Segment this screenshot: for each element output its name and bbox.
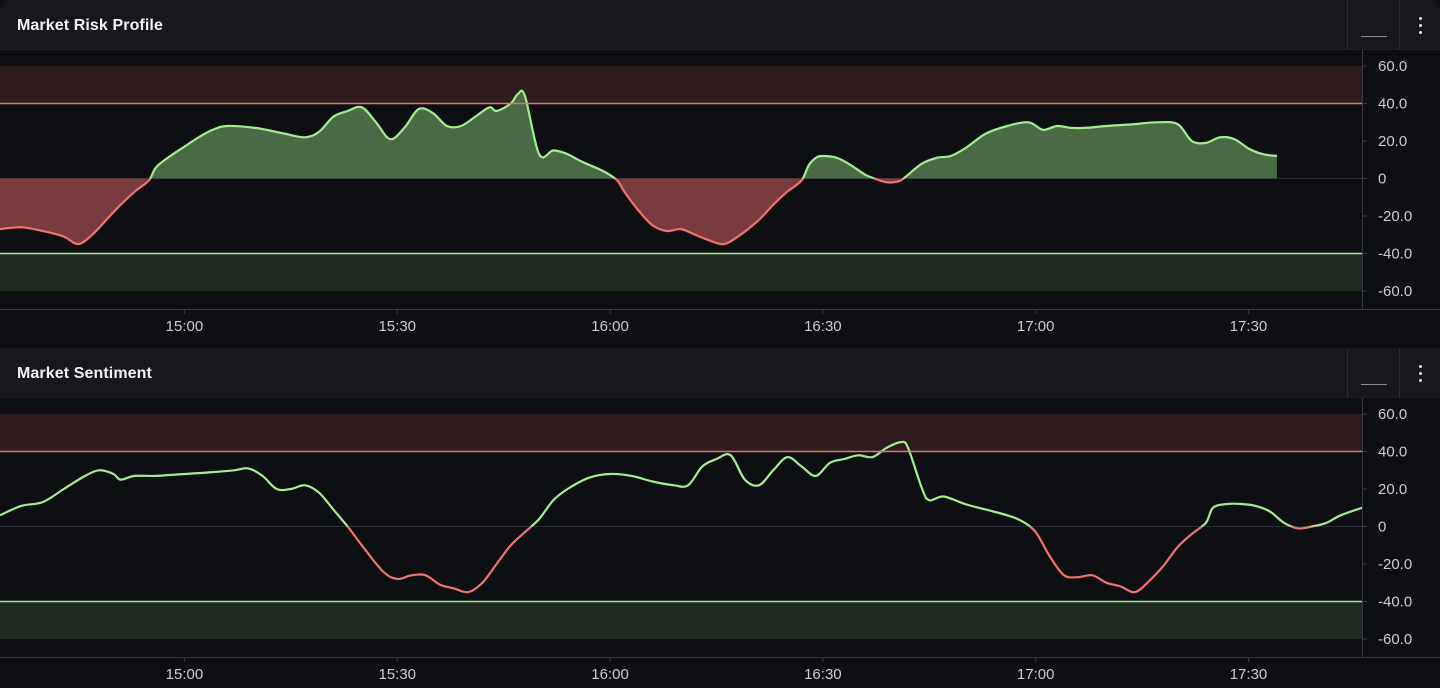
minimize-icon xyxy=(1361,36,1387,37)
x-tick-label: 17:30 xyxy=(1230,666,1268,683)
y-tick-label: -20.0 xyxy=(1378,556,1412,573)
y-tick-label: -60.0 xyxy=(1378,631,1412,648)
y-tick-label: -60.0 xyxy=(1378,283,1412,300)
x-tick-label: 17:30 xyxy=(1230,318,1268,335)
y-tick-label: 40.0 xyxy=(1378,96,1407,113)
x-tick-label: 16:30 xyxy=(804,318,842,335)
series-line-positive xyxy=(0,442,1362,592)
oversold-band xyxy=(0,602,1362,640)
y-tick-label: 20.0 xyxy=(1378,481,1407,498)
y-tick-label: 0 xyxy=(1378,171,1386,188)
minimize-icon xyxy=(1361,384,1387,385)
sentiment-panel: Market Sentiment 60.0 40.0 20.0 0 -20.0 -40.0… xyxy=(0,348,1440,688)
more-menu-button[interactable] xyxy=(1399,348,1440,398)
x-tick-label: 16:00 xyxy=(591,666,629,683)
x-tick-label: 15:30 xyxy=(378,666,416,683)
x-tick-label: 16:00 xyxy=(591,318,629,335)
risk-profile-panel: Market Risk Profile 60.0 40.0 20.0 0 -20.0 -4… xyxy=(0,0,1440,342)
y-tick-label: 40.0 xyxy=(1378,444,1407,461)
y-tick-label: 20.0 xyxy=(1378,133,1407,150)
positive-area xyxy=(0,91,1277,245)
x-tick-label: 16:30 xyxy=(804,666,842,683)
sentiment-header: Market Sentiment xyxy=(0,348,1440,398)
minimize-button[interactable] xyxy=(1347,0,1399,50)
y-tick-label: -40.0 xyxy=(1378,594,1412,611)
panel-title: Market Sentiment xyxy=(17,365,152,383)
x-tick-label: 15:30 xyxy=(378,318,416,335)
oversold-band xyxy=(0,254,1362,292)
y-tick-label: 60.0 xyxy=(1378,406,1407,423)
overbought-band xyxy=(0,66,1362,104)
sentiment-chart[interactable]: 60.0 40.0 20.0 0 -20.0 -40.0 -60.0 15:00 15:30 16… xyxy=(0,398,1440,688)
overbought-band xyxy=(0,414,1362,452)
risk-profile-chart[interactable]: 60.0 40.0 20.0 0 -20.0 -40.0 -60.0 15:00 15:30 16… xyxy=(0,50,1440,342)
more-menu-button[interactable] xyxy=(1399,0,1440,50)
y-tick-label: 0 xyxy=(1378,519,1386,536)
minimize-button[interactable] xyxy=(1347,348,1399,398)
x-tick-label: 15:00 xyxy=(166,318,204,335)
risk-profile-header: Market Risk Profile xyxy=(0,0,1440,50)
x-tick-label: 17:00 xyxy=(1017,666,1055,683)
x-tick-label: 17:00 xyxy=(1017,318,1055,335)
y-tick-label: 60.0 xyxy=(1378,58,1407,75)
y-tick-label: -20.0 xyxy=(1378,208,1412,225)
y-tick-label: -40.0 xyxy=(1378,246,1412,263)
series-line-negative xyxy=(0,442,1362,592)
x-tick-label: 15:00 xyxy=(166,666,204,683)
panel-title: Market Risk Profile xyxy=(17,17,163,35)
